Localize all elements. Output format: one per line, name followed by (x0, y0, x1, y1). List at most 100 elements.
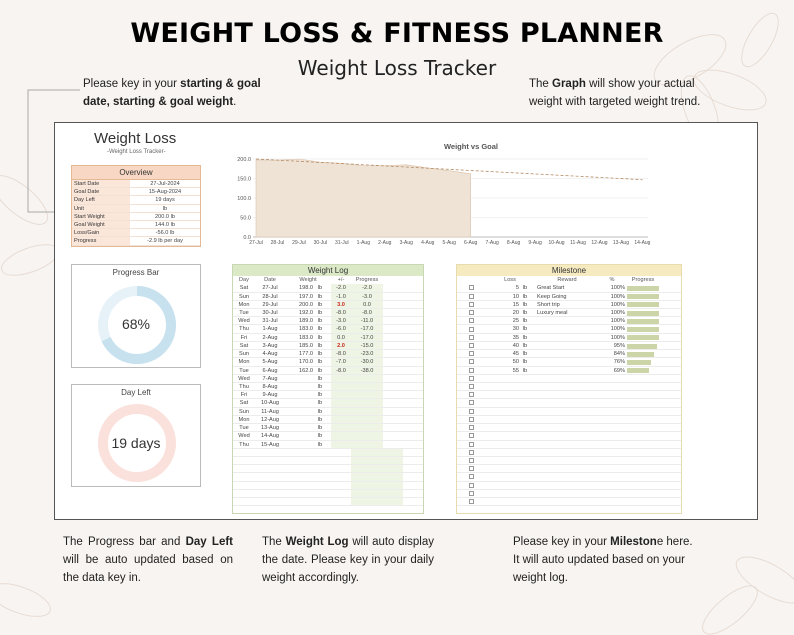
milestone-checkbox[interactable] (468, 425, 474, 431)
milestone-checkbox[interactable] (468, 474, 474, 480)
log-progress: -17.0 (351, 325, 383, 333)
milestone-checkbox[interactable] (468, 326, 474, 332)
milestone-checkbox-cell (457, 432, 485, 439)
milestone-checkbox[interactable] (468, 482, 474, 488)
x-tick-label: 27-Jul (249, 240, 263, 246)
milestone-checkbox[interactable] (468, 334, 474, 340)
milestone-checkbox[interactable] (468, 392, 474, 398)
milestone-checkbox[interactable] (468, 466, 474, 472)
x-tick-label: 30-Jul (314, 240, 328, 246)
milestone-checkbox[interactable] (468, 310, 474, 316)
milestone-percent: 76% (613, 359, 625, 366)
log-day: Sat (239, 400, 249, 407)
milestone-checkbox[interactable] (468, 408, 474, 414)
log-weight-unit: lb (317, 425, 323, 432)
log-day: Mon (238, 301, 250, 308)
log-weight-unit: lb (317, 334, 323, 341)
milestone-checkbox[interactable] (468, 351, 474, 357)
log-weight: 189.0 lb (285, 317, 331, 324)
log-weight: 170.0 lb (285, 358, 331, 365)
log-weight-value (285, 399, 313, 406)
x-tick-label: 6-Aug (464, 240, 478, 246)
milestone-loss: 25 lb (485, 317, 535, 324)
milestone-checkbox-cell (457, 367, 485, 374)
milestone-checkbox[interactable] (468, 449, 474, 455)
weight-chart: Weight vs Goal 200.0 150.0 100.0 50.0 0.027-J… (237, 142, 650, 246)
log-day: Sun (239, 351, 249, 358)
milestone-loss-value: 20 (512, 310, 519, 317)
x-tick-label: 10-Aug (548, 240, 564, 246)
log-weight-unit: lb (317, 326, 323, 333)
log-progress: -11.0 (351, 317, 383, 325)
dayleft-value: 19 days (111, 435, 161, 451)
log-date: 31-Jul (262, 318, 278, 325)
log-change (331, 407, 351, 415)
milestone-checkbox-cell (457, 325, 485, 332)
milestone-column-header: Progress (631, 277, 655, 283)
overview-value: 200.0 lb (155, 213, 175, 220)
milestone-progress-bar (627, 351, 654, 357)
milestone-checkbox-cell (457, 334, 485, 341)
milestone-reward (535, 350, 599, 357)
milestone-checkbox[interactable] (468, 301, 474, 307)
overview-row: Goal Date 15-Aug-2024 (72, 188, 200, 197)
milestone-checkbox[interactable] (468, 433, 474, 439)
milestone-checkbox[interactable] (468, 375, 474, 381)
milestone-checkbox[interactable] (468, 458, 474, 463)
milestone-checkbox[interactable] (468, 293, 474, 299)
log-day: Wed (238, 433, 250, 440)
milestone-checkbox[interactable] (468, 499, 474, 505)
milestone-loss-value: 5 (515, 285, 519, 292)
milestone-checkbox[interactable] (468, 490, 474, 496)
overview-key: Day Left (72, 196, 130, 204)
milestone-loss-value: 15 (512, 301, 519, 308)
progress-card-title: Progress Bar (112, 268, 160, 277)
milestone-checkbox[interactable] (468, 318, 474, 324)
ring-track (98, 404, 176, 482)
log-weight-value (285, 441, 313, 448)
milestone-row: 15 lb Short trip 100% (457, 301, 681, 310)
y-tick-label: 100.0 (237, 196, 251, 202)
log-day: Fri (240, 392, 248, 399)
milestone-checkbox[interactable] (468, 359, 474, 365)
milestone-empty-row (457, 375, 681, 384)
milestone-loss: 40 lb (485, 342, 535, 349)
milestone-loss-value: 25 (512, 318, 519, 325)
log-weight: 200.0 lb (285, 301, 331, 308)
milestone-progress-cell (625, 284, 661, 291)
milestone-checkbox[interactable] (468, 416, 474, 422)
milestone-checkbox[interactable] (468, 285, 474, 291)
milestone-checkbox-cell (457, 301, 485, 308)
milestone-progress-bar (627, 294, 659, 300)
milestone-checkbox[interactable] (468, 441, 474, 447)
note-bottom-mid: The Weight Log will auto display the dat… (262, 536, 435, 584)
overview-key: Goal Date (72, 188, 130, 196)
milestone-checkbox[interactable] (468, 384, 474, 390)
overview-row: Goal Weight 144.0 lb (72, 220, 200, 230)
milestone-loss: 10 lb (485, 293, 535, 300)
log-date: 15-Aug (260, 441, 280, 448)
milestone-percent: 100% (610, 293, 625, 300)
weight-log-row: Mon 29-Jul 200.0 lb 3.0 0.0 (233, 300, 423, 310)
log-date: 10-Aug (260, 400, 280, 407)
milestone-loss: 50 lb (485, 358, 535, 365)
milestone-loss-unit: lb (522, 285, 528, 292)
overview-row: Loss/Gain -56.0 lb (72, 229, 200, 238)
note-bottom-right: Please key in your Milestone here. It wi… (513, 536, 693, 584)
milestone-checkbox[interactable] (468, 367, 474, 373)
log-progress (351, 374, 383, 383)
log-weight: 197.0 lb (285, 293, 331, 300)
milestone-reward: Keep Going (537, 293, 567, 300)
milestone-checkbox[interactable] (468, 400, 474, 406)
milestone-progress-cell (625, 334, 661, 341)
weight-log-header: Weight Log (233, 265, 423, 276)
weight-log-empty-row (233, 473, 423, 482)
milestone-checkbox[interactable] (468, 342, 474, 348)
log-weight-value (285, 424, 313, 431)
log-weight: 185.0 lb (285, 342, 331, 349)
milestone-loss-unit: lb (522, 293, 528, 300)
overview-row: Progress -2.9 lb per day (72, 237, 200, 246)
log-progress (351, 391, 383, 399)
log-change: 0.0 (331, 333, 351, 341)
log-date: 3-Aug (262, 342, 278, 349)
